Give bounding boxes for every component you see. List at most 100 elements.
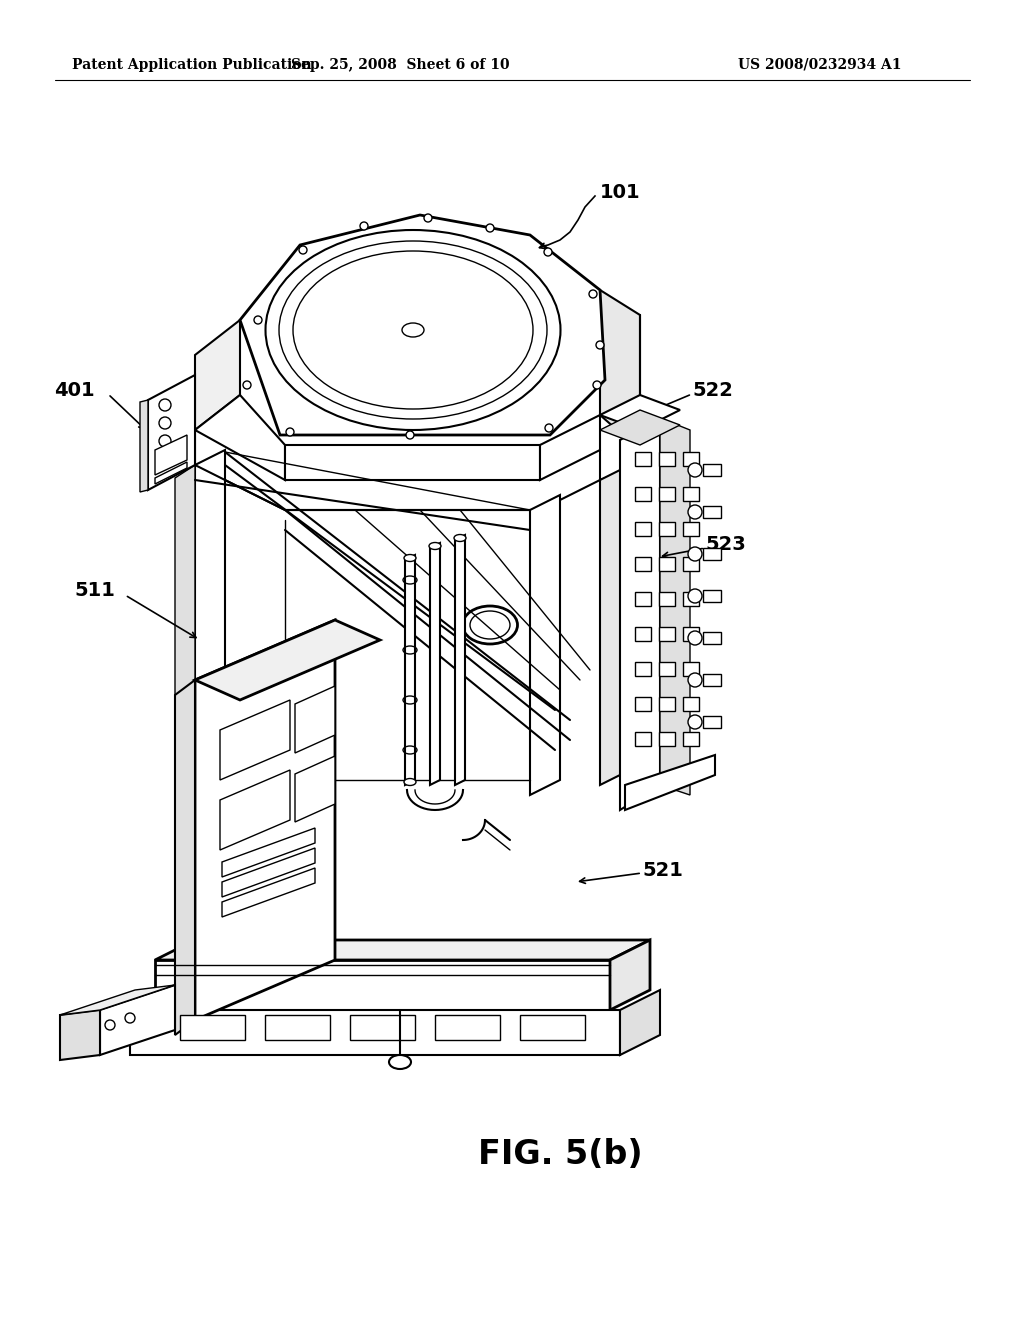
Polygon shape	[455, 535, 465, 785]
Polygon shape	[155, 960, 610, 1010]
Circle shape	[593, 381, 601, 389]
Polygon shape	[220, 700, 290, 780]
Ellipse shape	[389, 1055, 411, 1069]
Polygon shape	[195, 620, 335, 1020]
Polygon shape	[660, 418, 690, 795]
Circle shape	[688, 631, 702, 645]
Text: 401: 401	[54, 380, 95, 400]
Polygon shape	[180, 1015, 245, 1040]
Bar	[703, 675, 721, 686]
Bar	[683, 591, 699, 606]
Polygon shape	[195, 319, 240, 430]
Polygon shape	[295, 756, 335, 822]
Polygon shape	[610, 940, 650, 1010]
Polygon shape	[600, 395, 680, 430]
Text: 101: 101	[600, 182, 641, 202]
Text: 523: 523	[705, 536, 745, 554]
Bar	[635, 733, 651, 746]
Bar	[703, 590, 721, 602]
Polygon shape	[240, 215, 605, 436]
Bar	[703, 465, 721, 477]
Bar	[635, 697, 651, 711]
Bar	[659, 697, 675, 711]
Bar	[659, 451, 675, 466]
Text: US 2008/0232934 A1: US 2008/0232934 A1	[738, 58, 901, 73]
Polygon shape	[530, 495, 560, 795]
Circle shape	[105, 1020, 115, 1030]
Circle shape	[688, 673, 702, 686]
Circle shape	[688, 546, 702, 561]
Text: Patent Application Publication: Patent Application Publication	[72, 58, 311, 73]
Bar	[683, 451, 699, 466]
Circle shape	[254, 315, 262, 323]
Polygon shape	[155, 940, 650, 960]
Polygon shape	[600, 465, 630, 785]
Bar	[635, 663, 651, 676]
Bar	[659, 557, 675, 572]
Circle shape	[406, 432, 414, 440]
Polygon shape	[130, 1010, 620, 1055]
Polygon shape	[222, 847, 315, 898]
Bar	[659, 521, 675, 536]
Circle shape	[486, 224, 494, 232]
Circle shape	[596, 341, 604, 348]
Bar	[659, 591, 675, 606]
Polygon shape	[155, 436, 187, 475]
Polygon shape	[350, 1015, 415, 1040]
Bar	[635, 627, 651, 642]
Bar	[683, 697, 699, 711]
Circle shape	[688, 463, 702, 477]
Polygon shape	[430, 543, 440, 785]
Text: FIG. 5(b): FIG. 5(b)	[477, 1138, 642, 1172]
Ellipse shape	[404, 779, 416, 785]
Bar	[683, 487, 699, 502]
Ellipse shape	[429, 543, 441, 549]
Circle shape	[688, 506, 702, 519]
Polygon shape	[620, 418, 660, 810]
Bar	[703, 506, 721, 517]
Polygon shape	[600, 411, 680, 445]
Polygon shape	[155, 462, 187, 484]
Bar	[683, 557, 699, 572]
Polygon shape	[148, 375, 195, 490]
Polygon shape	[222, 869, 315, 917]
Polygon shape	[220, 770, 290, 850]
Polygon shape	[285, 445, 540, 480]
Polygon shape	[195, 395, 285, 480]
Bar	[703, 715, 721, 729]
Bar	[683, 521, 699, 536]
Ellipse shape	[454, 535, 466, 541]
Bar	[635, 451, 651, 466]
Bar	[635, 521, 651, 536]
Polygon shape	[100, 985, 175, 1055]
Polygon shape	[175, 465, 195, 808]
Circle shape	[589, 290, 597, 298]
Circle shape	[545, 424, 553, 432]
Text: 521: 521	[642, 861, 683, 879]
Polygon shape	[540, 414, 600, 480]
Polygon shape	[265, 1015, 330, 1040]
Circle shape	[299, 246, 307, 253]
Bar	[659, 487, 675, 502]
Bar	[635, 557, 651, 572]
Circle shape	[688, 589, 702, 603]
Polygon shape	[620, 990, 660, 1055]
Circle shape	[544, 248, 552, 256]
Bar	[635, 487, 651, 502]
Polygon shape	[195, 620, 380, 700]
Text: Sep. 25, 2008  Sheet 6 of 10: Sep. 25, 2008 Sheet 6 of 10	[291, 58, 509, 73]
Polygon shape	[60, 985, 175, 1015]
Circle shape	[125, 1012, 135, 1023]
Polygon shape	[435, 1015, 500, 1040]
Bar	[659, 627, 675, 642]
Bar	[703, 632, 721, 644]
Bar	[703, 548, 721, 560]
Polygon shape	[140, 400, 148, 492]
Circle shape	[243, 381, 251, 389]
Text: 511: 511	[74, 581, 115, 599]
Circle shape	[424, 214, 432, 222]
Polygon shape	[625, 755, 715, 810]
Bar	[683, 663, 699, 676]
Circle shape	[688, 715, 702, 729]
Polygon shape	[520, 1015, 585, 1040]
